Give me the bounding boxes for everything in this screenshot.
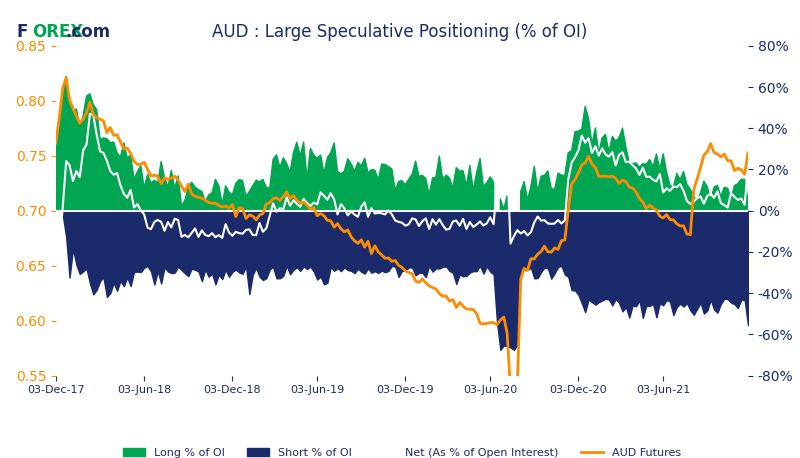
Text: OREX: OREX [32,23,83,41]
Legend: Long % of OI, Short % of OI, Net (As % of Open Interest), AUD Futures: Long % of OI, Short % of OI, Net (As % o… [118,443,686,458]
Text: AUD : Large Speculative Positioning (% of OI): AUD : Large Speculative Positioning (% o… [212,23,588,41]
Text: .com: .com [66,23,110,41]
Text: F: F [16,23,27,41]
